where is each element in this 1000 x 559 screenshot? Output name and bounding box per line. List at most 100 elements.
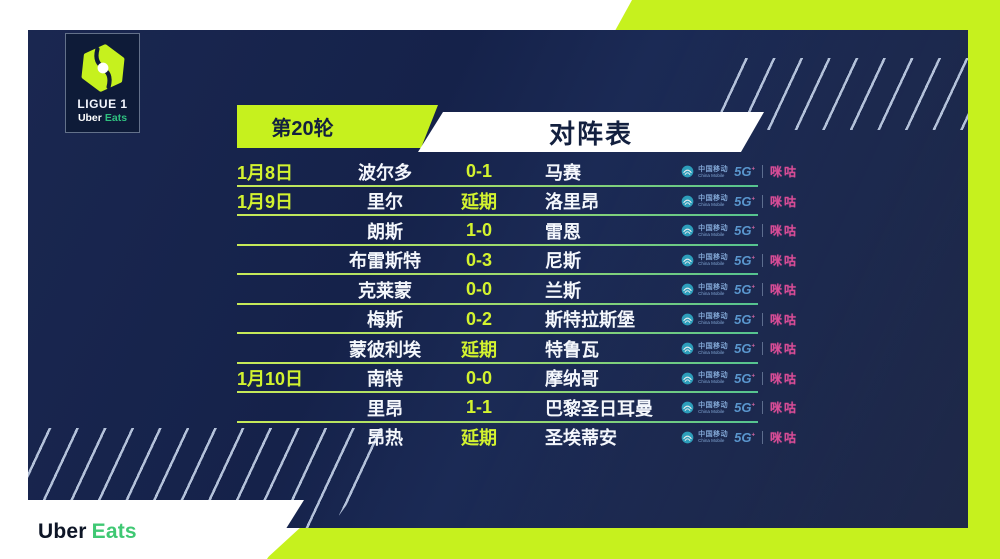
match-score: 0-0 — [465, 279, 492, 300]
five-g-icon: 5G+ — [734, 313, 755, 326]
five-g-text: 5G — [734, 252, 752, 268]
china-mobile-icon — [681, 342, 694, 355]
migu-icon: 咪咕 — [769, 401, 798, 416]
china-mobile-cn: 中国移动 — [698, 254, 729, 261]
match-row: 蒙彼利埃 延期 特鲁瓦 中国移动 China Mobile 5G+ 咪咕 — [237, 334, 800, 364]
sponsor-divider — [761, 165, 763, 179]
china-mobile-wordmark: 中国移动 China Mobile — [698, 402, 728, 415]
away-team: 巴黎圣日耳曼 — [545, 398, 653, 419]
round-banner: 第20轮 — [237, 105, 438, 148]
sponsor-divider — [761, 283, 763, 297]
broadcast-sponsors: 中国移动 China Mobile 5G+ 咪咕 — [681, 193, 800, 210]
home-team: 里尔 — [367, 192, 403, 213]
china-mobile-wordmark: 中国移动 China Mobile — [698, 313, 728, 326]
home-team: 朗斯 — [367, 221, 403, 242]
five-g-icon: 5G+ — [734, 372, 755, 385]
sponsor-divider — [761, 312, 763, 326]
five-g-icon: 5G+ — [734, 401, 755, 414]
footer-eats: Eats — [91, 520, 137, 543]
away-team: 雷恩 — [545, 221, 581, 242]
five-g-text: 5G — [734, 341, 752, 357]
match-date: 1月9日 — [237, 192, 294, 213]
five-g-icon: 5G+ — [734, 165, 755, 178]
match-score: 延期 — [461, 192, 497, 213]
five-g-plus: + — [751, 402, 755, 409]
china-mobile-icon — [681, 283, 694, 296]
fixtures-table: 1月8日 波尔多 0-1 马赛 中国移动 China Mobile 5G+ 咪咕… — [237, 157, 800, 452]
migu-icon: 咪咕 — [769, 283, 798, 298]
broadcast-sponsors: 中国移动 China Mobile 5G+ 咪咕 — [681, 370, 800, 387]
page-title: 对阵表 — [418, 112, 764, 152]
sponsor-divider — [761, 430, 763, 444]
home-team: 里昂 — [367, 398, 403, 419]
china-mobile-icon — [681, 372, 694, 385]
china-mobile-icon — [681, 195, 694, 208]
away-team: 兰斯 — [545, 280, 581, 301]
match-score: 0-3 — [465, 249, 492, 270]
five-g-icon: 5G+ — [734, 342, 755, 355]
match-row: 梅斯 0-2 斯特拉斯堡 中国移动 China Mobile 5G+ 咪咕 — [237, 305, 800, 335]
china-mobile-icon — [681, 254, 694, 267]
china-mobile-icon — [681, 224, 694, 237]
match-row: 里昂 1-1 巴黎圣日耳曼 中国移动 China Mobile 5G+ 咪咕 — [237, 393, 800, 423]
match-row: 1月9日 里尔 延期 洛里昂 中国移动 China Mobile 5G+ 咪咕 — [237, 187, 800, 217]
away-team: 尼斯 — [545, 251, 581, 272]
match-score: 0-0 — [465, 367, 492, 388]
match-row: 昂热 延期 圣埃蒂安 中国移动 China Mobile 5G+ 咪咕 — [237, 423, 800, 453]
away-team: 斯特拉斯堡 — [545, 310, 635, 331]
china-mobile-cn: 中国移动 — [698, 372, 729, 379]
sponsor-divider — [761, 253, 763, 267]
sponsor-divider — [761, 194, 763, 208]
five-g-text: 5G — [734, 400, 752, 416]
five-g-plus: + — [751, 343, 755, 350]
home-team: 梅斯 — [367, 310, 403, 331]
match-score: 1-1 — [465, 397, 492, 418]
china-mobile-wordmark: 中国移动 China Mobile — [698, 284, 728, 297]
migu-icon: 咪咕 — [769, 342, 798, 357]
china-mobile-wordmark: 中国移动 China Mobile — [698, 166, 728, 179]
five-g-text: 5G — [734, 223, 752, 239]
china-mobile-wordmark: 中国移动 China Mobile — [698, 431, 728, 444]
five-g-plus: + — [751, 373, 755, 380]
away-team: 马赛 — [545, 162, 581, 183]
migu-icon: 咪咕 — [769, 224, 798, 239]
china-mobile-cn: 中国移动 — [698, 342, 729, 350]
match-row: 朗斯 1-0 雷恩 中国移动 China Mobile 5G+ 咪咕 — [237, 216, 800, 246]
five-g-text: 5G — [734, 164, 752, 180]
china-mobile-wordmark: 中国移动 China Mobile — [698, 343, 728, 356]
match-row: 1月10日 南特 0-0 摩纳哥 中国移动 China Mobile 5G+ 咪… — [237, 364, 800, 394]
china-mobile-en: China Mobile — [698, 379, 725, 384]
china-mobile-cn: 中国移动 — [698, 401, 729, 409]
china-mobile-en: China Mobile — [698, 438, 725, 443]
five-g-plus: + — [751, 166, 755, 173]
migu-icon: 咪咕 — [769, 165, 798, 180]
broadcast-sponsors: 中国移动 China Mobile 5G+ 咪咕 — [681, 281, 800, 298]
broadcast-sponsors: 中国移动 China Mobile 5G+ 咪咕 — [681, 429, 800, 446]
china-mobile-cn: 中国移动 — [698, 165, 729, 173]
footer-uber: Uber — [38, 520, 87, 543]
china-mobile-en: China Mobile — [698, 349, 725, 355]
five-g-icon: 5G+ — [734, 283, 755, 296]
china-mobile-icon — [681, 401, 694, 414]
china-mobile-en: China Mobile — [698, 290, 725, 296]
china-mobile-en: China Mobile — [698, 320, 725, 325]
brand-uber: Uber — [77, 112, 102, 124]
five-g-text: 5G — [734, 370, 752, 386]
migu-icon: 咪咕 — [769, 430, 798, 445]
china-mobile-en: China Mobile — [698, 408, 725, 414]
uber-eats-footer-logo: Uber Eats — [38, 520, 137, 544]
china-mobile-icon — [681, 431, 694, 444]
five-g-plus: + — [751, 255, 755, 262]
uber-eats-brand: Uber Eats — [78, 112, 127, 124]
sponsor-divider — [761, 224, 763, 238]
broadcast-sponsors: 中国移动 China Mobile 5G+ 咪咕 — [681, 163, 800, 180]
five-g-plus: + — [751, 225, 755, 232]
home-team: 布雷斯特 — [349, 251, 421, 272]
china-mobile-cn: 中国移动 — [698, 313, 729, 320]
china-mobile-en: China Mobile — [698, 172, 725, 178]
china-mobile-wordmark: 中国移动 China Mobile — [698, 372, 728, 385]
china-mobile-wordmark: 中国移动 China Mobile — [698, 195, 728, 208]
china-mobile-cn: 中国移动 — [698, 283, 729, 291]
away-team: 圣埃蒂安 — [545, 428, 617, 449]
five-g-icon: 5G+ — [734, 431, 755, 444]
